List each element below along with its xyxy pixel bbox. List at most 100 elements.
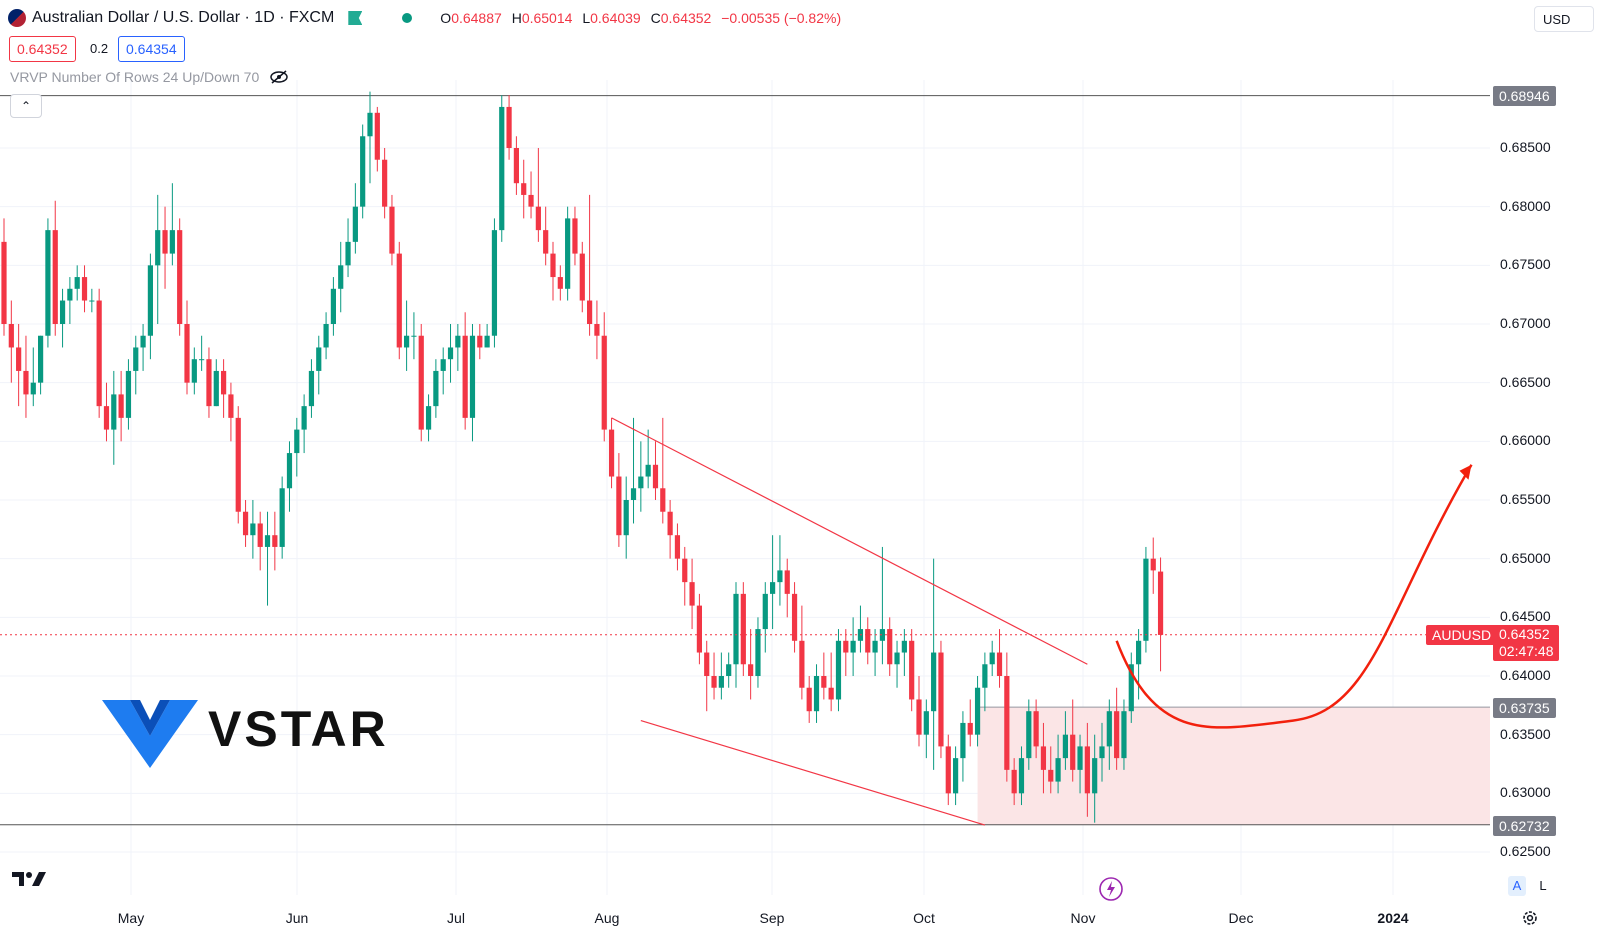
candle-body [989,652,995,665]
ohlc-values: O0.64887 H0.65014 L0.64039 C0.64352 −0.0… [440,10,842,26]
currency-selector[interactable]: USD [1534,6,1594,32]
candle-body [345,241,351,266]
candle-body [931,652,937,712]
candle-body [1106,711,1112,747]
candle-body [733,593,739,665]
candle-body [762,593,768,630]
candle-body [38,335,44,383]
price-axis-label: 0.64000 [1500,667,1551,683]
indicator-legend[interactable]: VRVP Number Of Rows 24 Up/Down 70 [10,69,289,85]
candle-body [601,335,607,430]
price-axis-label: 0.66500 [1500,373,1551,390]
candle-body [469,335,476,418]
candle-body [213,370,219,407]
price-axis-label: 0.63500 [1500,725,1551,742]
candle-body [543,230,549,254]
candle-body [996,652,1003,676]
candle-body [323,324,329,348]
auto-scale-button[interactable]: A [1508,876,1526,896]
candle-body [879,629,885,641]
candle-body [1114,711,1120,759]
level-label-bottom: 0.62732 [1493,816,1556,836]
candle-body [155,230,161,266]
high-value: 0.65014 [521,10,573,26]
candle-body [638,476,644,489]
price-axis-label: 0.67500 [1500,256,1551,273]
candle-body [528,194,534,207]
candle-body [242,511,249,536]
candle-body [813,676,820,712]
au-us-flag-icon [8,9,26,27]
open-value: 0.64887 [451,10,502,26]
last-price-label: 0.64352 02:47:48 [1493,625,1559,661]
candle-body [96,300,102,407]
candle-body [923,711,929,735]
trendline-lower [640,720,986,826]
candle-body [111,394,117,430]
candle-body [1157,571,1164,635]
time-axis-label: Oct [913,910,935,926]
candle-body [67,288,73,301]
candle-body [748,664,754,676]
buy-price-button[interactable]: 0.64354 [118,36,185,62]
candle-body [199,359,205,361]
candle-body [462,335,468,418]
candle-body [1062,734,1068,759]
candle-body [667,511,673,536]
candle-body [587,300,593,324]
candle-body [1128,664,1134,712]
candle-body [425,406,432,430]
market-status-icon[interactable] [402,13,413,23]
chevron-up-icon[interactable]: ⌃ [10,94,42,118]
candle-body [513,148,519,184]
vstar-v-icon [102,700,198,768]
candle-body [184,324,190,383]
candle-body [711,676,717,688]
candle-body [23,370,29,395]
candle-body [1018,758,1025,794]
log-scale-button[interactable]: L [1539,878,1547,893]
candle-body [272,535,278,547]
last-price-value: 0.64352 [1499,626,1550,642]
lightning-icon[interactable] [1098,876,1124,902]
candle-body [433,370,439,407]
candle-body [806,687,812,712]
candle-body [1092,758,1098,794]
candle-body [865,629,871,653]
candle-body [440,359,446,371]
time-axis-label: Jul [447,910,465,926]
candle-body [59,300,66,324]
price-axis-label: 0.67000 [1500,315,1551,331]
time-axis-label: Jun [285,910,309,926]
candle-body [316,347,322,371]
candle-body [484,335,490,348]
candle-body [608,429,615,477]
level-label-top: 0.68946 [1493,86,1556,106]
candle-body [294,429,300,454]
candle-body [565,218,571,289]
green-flag-icon[interactable] [348,11,363,25]
time-axis-label: 2024 [1377,910,1409,926]
eye-off-icon[interactable] [269,70,289,84]
price-axis-label: 0.65500 [1500,491,1551,507]
candle-body [367,112,373,137]
gear-icon[interactable] [1521,909,1539,927]
candle-body [221,370,227,395]
candle-body [696,605,702,653]
candle-body [1099,746,1105,759]
vstar-logo-text: VSTAR [208,701,389,757]
candle-body [191,359,197,383]
symbol-title[interactable]: Australian Dollar / U.S. Dollar · 1D · F… [32,9,335,26]
sell-price-button[interactable]: 0.64352 [9,36,76,62]
candle-body [491,230,498,336]
candle-body [1084,746,1090,794]
candle-body [535,206,541,231]
candle-body [45,230,51,336]
candle-body [645,464,651,477]
candle-body [52,230,58,324]
candle-body [477,335,483,348]
candle-body [835,640,842,700]
candle-body [945,746,951,794]
tradingview-17-icon[interactable] [12,868,48,890]
